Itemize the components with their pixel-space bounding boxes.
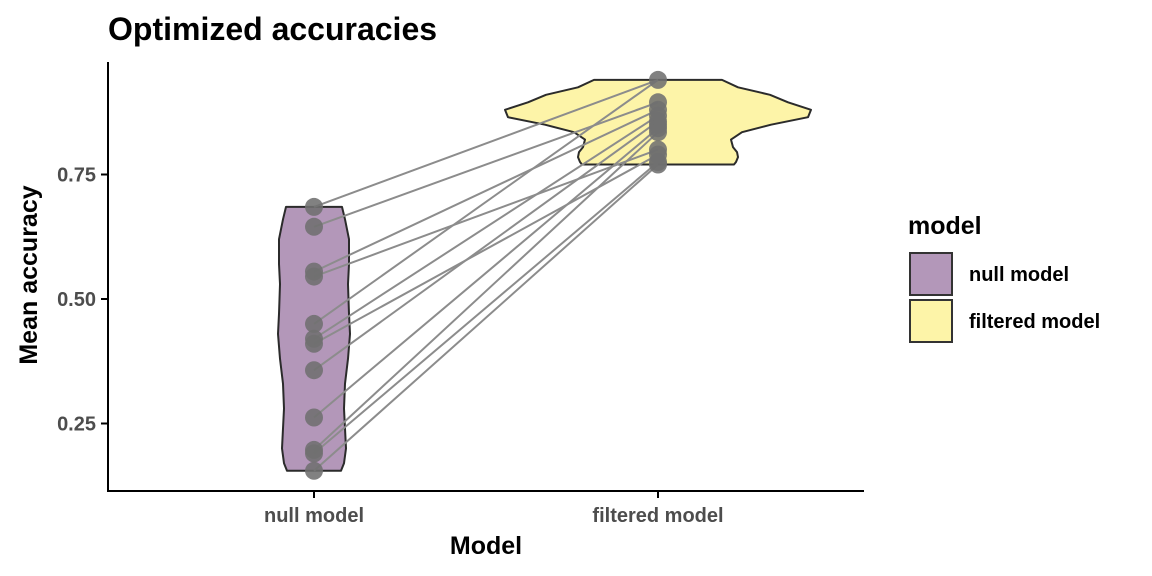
points: [305, 70, 667, 480]
legend-title: model: [908, 212, 982, 240]
violins: [277, 78, 812, 472]
pair-line: [313, 79, 659, 325]
data-point-null-model: [305, 314, 323, 333]
data-point-null-model: [305, 461, 323, 480]
data-point-null-model: [305, 197, 323, 216]
data-point-filtered-model: [649, 155, 667, 174]
legend-label-filtered-model: filtered model: [969, 311, 1100, 333]
x-tick-label: null model: [264, 505, 364, 527]
pair-line: [313, 163, 659, 472]
x-tick-label: filtered model: [592, 505, 723, 527]
pair-lines: [313, 78, 659, 472]
pair-line: [313, 120, 659, 372]
pair-line: [313, 153, 659, 345]
pair-line: [313, 114, 659, 340]
data-point-null-model: [305, 267, 323, 286]
x-axis-title: Model: [450, 532, 522, 560]
pair-line: [313, 161, 659, 455]
data-point-null-model: [305, 444, 323, 463]
y-tick-label: 0.50: [57, 289, 96, 311]
data-point-filtered-model: [649, 70, 667, 89]
legend-key-filtered-model: [909, 299, 953, 343]
legend: model null model filtered model: [908, 212, 1100, 343]
y-ticks: 0.25 0.50 0.75: [57, 165, 108, 436]
legend-key-null-model: [909, 252, 953, 296]
pair-line: [313, 108, 659, 273]
x-ticks: null model filtered model: [264, 491, 724, 527]
pair-line: [313, 78, 659, 208]
pair-line: [313, 101, 659, 228]
y-axis-title: Mean accuracy: [15, 185, 43, 364]
legend-label-null-model: null model: [969, 264, 1069, 286]
pair-line: [313, 131, 659, 451]
pair-line: [313, 148, 659, 278]
data-point-filtered-model: [649, 123, 667, 142]
y-tick-label: 0.75: [57, 165, 96, 187]
data-point-null-model: [305, 334, 323, 353]
chart-title: Optimized accuracies: [108, 11, 437, 47]
y-tick-label: 0.25: [57, 414, 96, 436]
pair-line: [313, 127, 659, 419]
data-point-null-model: [305, 361, 323, 380]
data-point-null-model: [305, 408, 323, 427]
data-point-null-model: [305, 217, 323, 236]
